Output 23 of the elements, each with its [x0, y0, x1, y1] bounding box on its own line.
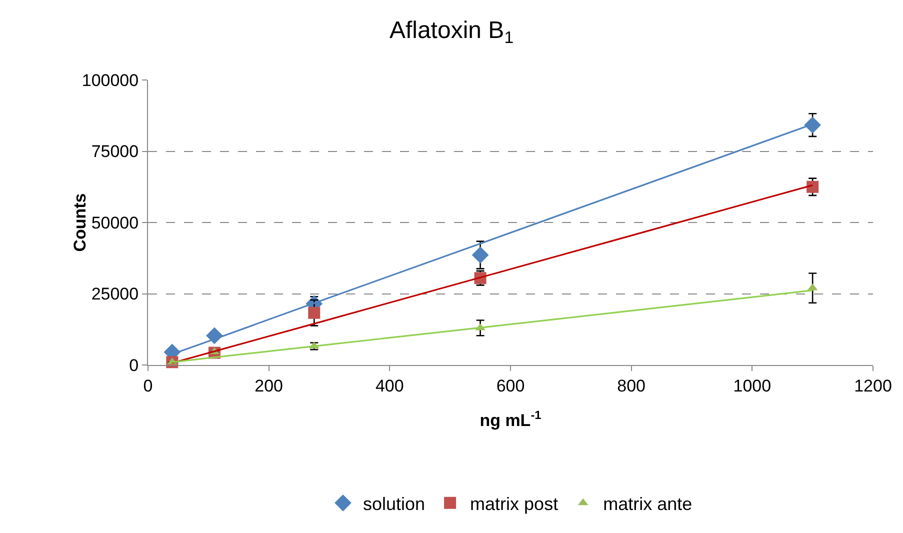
x-tick-label: 1200	[854, 376, 892, 396]
legend-label: matrix post	[470, 494, 558, 514]
x-tick-label: 400	[375, 376, 404, 396]
y-tick-label: 0	[129, 356, 139, 375]
x-tick-label: 1000	[733, 376, 772, 396]
y-axis-title: Counts	[70, 193, 90, 252]
x-tick-label: 200	[254, 376, 284, 396]
y-tick-label: 25000	[91, 284, 139, 304]
legend-label: solution	[363, 494, 426, 514]
chart-title: Aflatoxin B$_{1}$	[389, 17, 514, 48]
x-axis-title: ng mL$^{-1}$	[480, 408, 542, 430]
y-tick-label: 50000	[91, 213, 139, 232]
point	[472, 246, 489, 264]
y-tick-label: 100000	[82, 70, 139, 90]
x-tick-label: 600	[496, 376, 525, 396]
point	[804, 116, 822, 134]
point	[806, 180, 819, 193]
x-tick-label: 0	[143, 376, 153, 396]
y-tick-label: 75000	[91, 142, 139, 162]
legend-label: matrix ante	[603, 494, 692, 514]
point	[206, 327, 223, 344]
point	[308, 306, 320, 319]
x-tick-label: 800	[617, 376, 646, 396]
